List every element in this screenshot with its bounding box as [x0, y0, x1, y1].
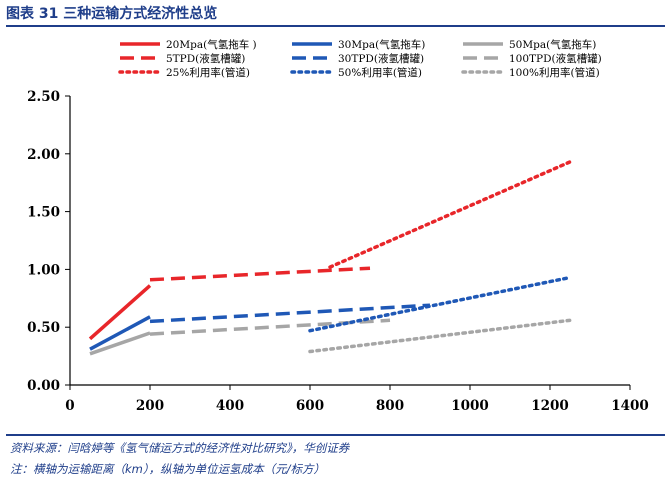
y-tick-label: 2.50: [27, 89, 60, 105]
y-tick-label: 2.00: [27, 147, 60, 163]
y-tick-label: 1.00: [27, 262, 60, 278]
source-note: 资料来源：闫晗婷等《氢气储运方式的经济性对比研究》，华创证券: [10, 441, 350, 455]
series-line: [328, 160, 572, 269]
footer-rule: [6, 434, 665, 436]
header-rule: [6, 25, 665, 27]
series-line: [149, 266, 371, 282]
chart-legend: 20Mpa(气氢拖车 ) 30Mpa(气氢拖车) 50Mpa(气氢拖车) 5TPD(液…: [118, 38, 602, 79]
series-line: [88, 284, 152, 341]
series-line: [308, 318, 572, 354]
chart-title: 图表 31 三种运输方式经济性总览: [6, 6, 218, 22]
x-tick-label: 400: [216, 398, 244, 414]
chart-series: [88, 160, 572, 356]
chart-axes: 0.00 0.50 1.00 1.50 2.00 2.50 0 200 400 600 800 100…: [27, 89, 649, 414]
legend-label: 100%利用率(管道): [509, 66, 600, 79]
y-tick-label: 0.50: [27, 320, 60, 336]
legend-label: 100TPD(液氢槽罐): [509, 52, 602, 65]
series-line: [149, 303, 431, 324]
line-chart: 20Mpa(气氢拖车 ) 30Mpa(气氢拖车) 50Mpa(气氢拖车) 5TPD(液…: [27, 38, 649, 414]
legend-label: 50%利用率(管道): [338, 66, 422, 79]
x-tick-label: 800: [376, 398, 404, 414]
legend-label: 30TPD(液氢槽罐): [338, 52, 424, 65]
legend-label: 20Mpa(气氢拖车 ): [166, 38, 257, 51]
legend-label: 25%利用率(管道): [166, 66, 250, 79]
series-line: [308, 275, 572, 333]
series-line: [89, 331, 151, 356]
axis-note: 注：横轴为运输距离（km），纵轴为单位运氢成本（元/标方）: [10, 462, 325, 476]
y-tick-label: 1.50: [27, 205, 60, 221]
x-tick-label: 1200: [531, 398, 569, 414]
series-line: [89, 315, 151, 351]
x-tick-label: 1400: [611, 398, 649, 414]
y-tick-label: 0.00: [27, 378, 60, 394]
x-tick-label: 600: [296, 398, 324, 414]
x-tick-label: 1000: [451, 398, 489, 414]
x-tick-label: 0: [65, 398, 74, 414]
legend-label: 50Mpa(气氢拖车): [509, 38, 596, 51]
x-tick-label: 200: [136, 398, 164, 414]
legend-label: 30Mpa(气氢拖车): [338, 38, 425, 51]
legend-label: 5TPD(液氢槽罐): [166, 52, 245, 65]
